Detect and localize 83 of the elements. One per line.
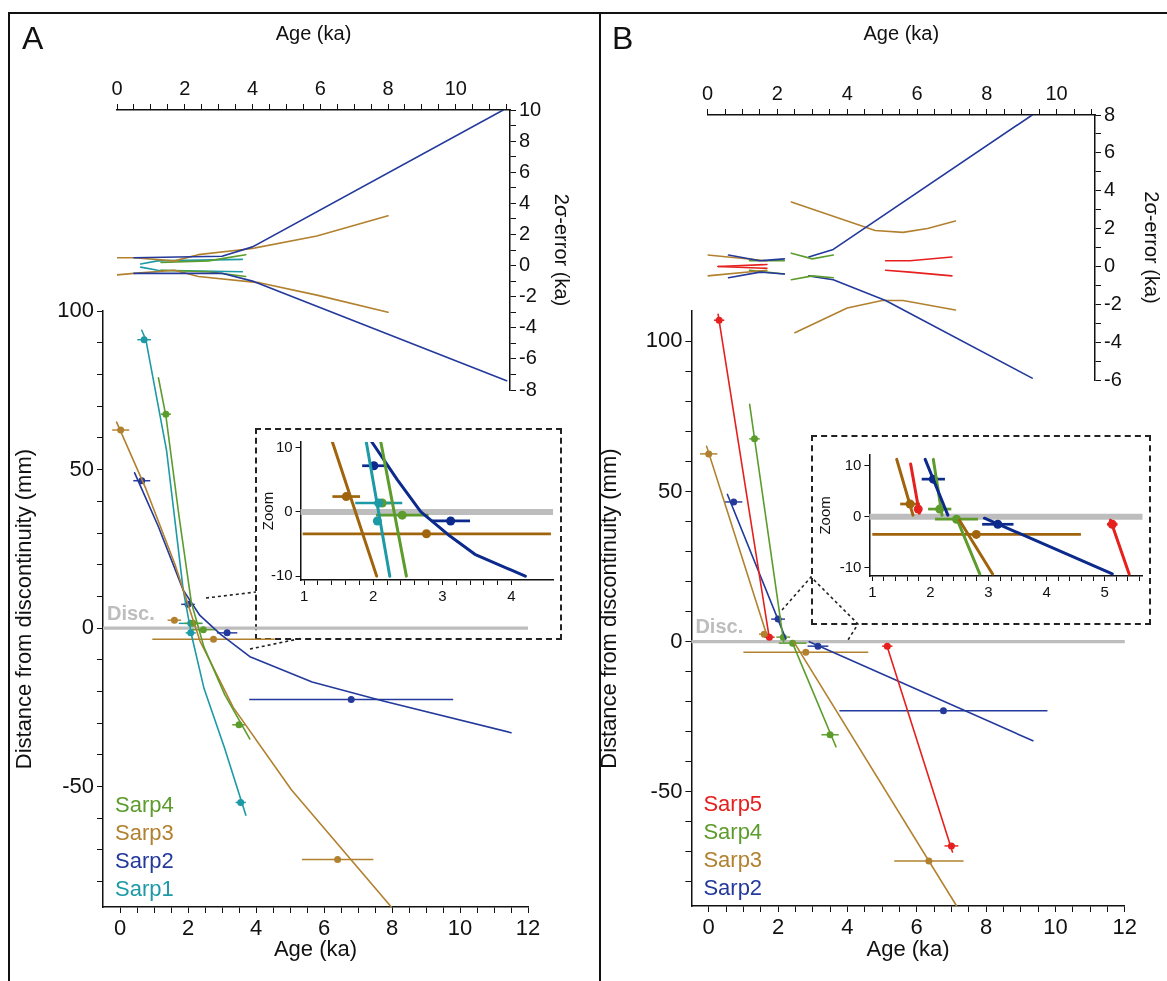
y-tick-label: -2 bbox=[519, 284, 537, 307]
x-tick-label: 12 bbox=[515, 915, 541, 941]
x-tick-label: 0 bbox=[111, 76, 123, 99]
text: Sarp2 bbox=[115, 848, 174, 874]
y-axis-title: 2σ-error (ka) bbox=[551, 193, 574, 307]
text: Sarp3 bbox=[115, 820, 174, 846]
x-tick-label: 0 bbox=[702, 914, 715, 940]
x-tick-label: 3 bbox=[984, 583, 993, 601]
y-tick-label: -6 bbox=[1104, 367, 1122, 390]
x-tick-label: 8 bbox=[382, 76, 394, 99]
y-tick-label: -8 bbox=[519, 377, 537, 400]
x-tick-label: 10 bbox=[1045, 81, 1068, 104]
y-tick-label: 6 bbox=[519, 159, 531, 182]
y-tick-label: -2 bbox=[1104, 291, 1122, 314]
x-tick-label: 8 bbox=[981, 81, 993, 104]
text: Sarp5 bbox=[703, 791, 763, 817]
y-tick-label: -50 bbox=[650, 777, 683, 803]
y-tick-label: 10 bbox=[844, 456, 862, 474]
y-tick-label: -10 bbox=[839, 557, 862, 575]
x-tick-label: 2 bbox=[771, 914, 785, 940]
text: Sarp1 bbox=[115, 876, 174, 902]
y-tick-label: 10 bbox=[519, 97, 542, 120]
ref-line-label: Disc. bbox=[695, 615, 744, 638]
x-tick-label: 8 bbox=[979, 914, 993, 940]
y-tick-label: 50 bbox=[657, 477, 683, 503]
y-tick-label: 4 bbox=[1104, 178, 1116, 201]
y-axis-title: Zoom bbox=[816, 496, 834, 535]
y-tick-label: 8 bbox=[519, 128, 531, 151]
x-tick-label: 10 bbox=[1043, 914, 1068, 940]
x-tick-label: 2 bbox=[926, 583, 935, 601]
x-tick-label: 2 bbox=[771, 81, 783, 104]
x-tick-label: 3 bbox=[438, 587, 447, 605]
x-tick-label: 2 bbox=[179, 76, 191, 99]
x-tick-label: 0 bbox=[113, 915, 127, 941]
y-tick-label: -6 bbox=[519, 346, 537, 369]
text: Sarp4 bbox=[115, 792, 174, 818]
x-tick-label: 2 bbox=[369, 587, 378, 605]
text: Sarp3 bbox=[703, 847, 763, 873]
y-tick-label: 4 bbox=[519, 190, 531, 213]
y-axis-title: Distance from discontinuity (mm) bbox=[11, 448, 37, 770]
x-axis-title: Age (ka) bbox=[863, 21, 940, 44]
y-tick-label: 2 bbox=[519, 221, 531, 244]
x-tick-label: 2 bbox=[181, 915, 195, 941]
x-tick-label: 4 bbox=[507, 587, 516, 605]
y-tick-label: 50 bbox=[69, 455, 94, 481]
y-tick-label: -4 bbox=[519, 315, 537, 338]
y-axis-title: Distance from discontinuity (mm) bbox=[596, 448, 622, 769]
x-tick-label: 0 bbox=[702, 81, 714, 104]
y-tick-label: 0 bbox=[284, 502, 293, 520]
y-axis-title: Zoom bbox=[259, 491, 277, 531]
y-tick-label: 6 bbox=[1104, 140, 1116, 163]
y-tick-label: 2 bbox=[1104, 216, 1116, 239]
x-tick-label: 10 bbox=[444, 76, 467, 99]
x-tick-label: 1 bbox=[299, 587, 309, 605]
x-tick-label: 8 bbox=[385, 915, 399, 941]
y-tick-label: 100 bbox=[645, 327, 683, 353]
x-tick-label: 5 bbox=[1100, 583, 1109, 601]
x-tick-label: 12 bbox=[1112, 914, 1138, 940]
y-tick-label: 0 bbox=[853, 506, 862, 524]
text: Sarp2 bbox=[703, 875, 763, 901]
y-tick-label: 0 bbox=[81, 614, 94, 640]
x-tick-label: 4 bbox=[249, 915, 263, 941]
y-tick-label: -10 bbox=[270, 566, 293, 584]
x-tick-label: 4 bbox=[1042, 583, 1051, 601]
x-axis-title: Age (ka) bbox=[275, 21, 352, 44]
y-tick-label: -50 bbox=[62, 772, 94, 798]
x-tick-label: 4 bbox=[246, 76, 259, 99]
x-tick-label: 1 bbox=[868, 583, 877, 601]
chart-title: B bbox=[612, 20, 634, 56]
chart-title: A bbox=[22, 20, 44, 56]
text: Sarp4 bbox=[703, 819, 763, 845]
y-tick-label: 100 bbox=[57, 297, 94, 323]
x-tick-label: 6 bbox=[911, 81, 923, 104]
y-tick-label: 0 bbox=[670, 627, 683, 653]
y-axis-title: 2σ-error (ka) bbox=[1141, 191, 1164, 304]
y-tick-label: 8 bbox=[1104, 102, 1116, 125]
y-tick-label: 0 bbox=[1104, 253, 1116, 276]
x-tick-label: 6 bbox=[314, 76, 326, 99]
y-tick-label: 0 bbox=[519, 253, 531, 276]
x-tick-label: 10 bbox=[447, 915, 473, 941]
ref-line-label: Disc. bbox=[107, 601, 155, 624]
y-tick-label: -4 bbox=[1104, 329, 1122, 352]
y-tick-label: 10 bbox=[275, 437, 293, 455]
